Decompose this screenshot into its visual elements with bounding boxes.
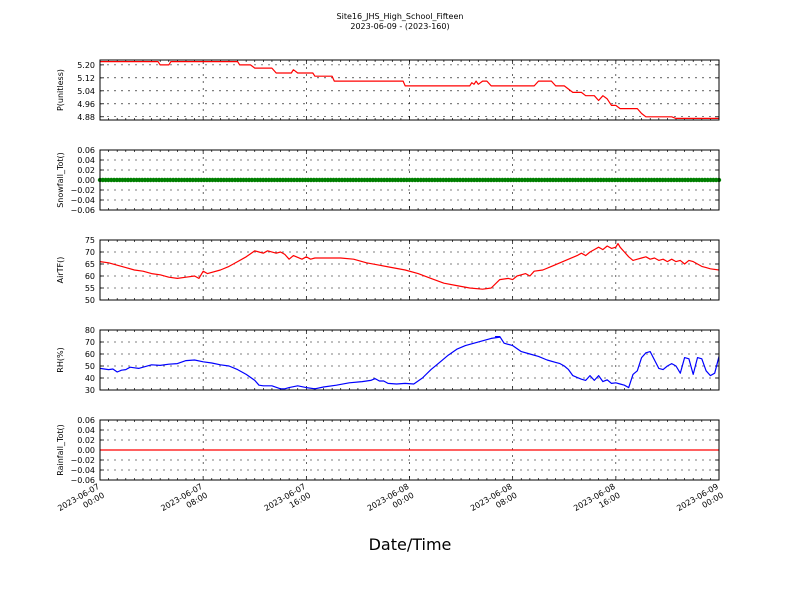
y-tick-label: 70 — [85, 248, 95, 257]
y-axis-label: AirTF() — [56, 257, 65, 284]
y-tick-label: −0.02 — [70, 186, 95, 195]
series-line-0-0 — [100, 60, 719, 120]
y-tick-label: 0.04 — [77, 156, 95, 165]
chart-panel-1: −0.06−0.04−0.020.000.020.040.06 Snowfall_… — [56, 146, 722, 215]
x-tick-label: 2023-06-0800:00 — [366, 482, 416, 522]
chart-panels: 4.884.965.045.125.20P(unitless)−0.06−0.0… — [56, 59, 722, 485]
y-tick-label: 75 — [85, 236, 95, 245]
y-tick-label: 0.06 — [77, 416, 95, 425]
y-tick-label: 0.02 — [77, 436, 95, 445]
figure-title-line2: 2023-06-09 - (2023-160) — [350, 22, 449, 31]
x-tick-label: 2023-06-0808:00 — [469, 482, 519, 522]
y-tick-label: −0.04 — [70, 196, 95, 205]
x-tick-label: 2023-06-0816:00 — [572, 482, 622, 522]
x-axis-label: Date/Time — [369, 535, 452, 554]
y-axis-label: P(unitless) — [56, 69, 65, 111]
chart-panel-4: −0.06−0.04−0.020.000.020.040.06 Rainfall_… — [56, 416, 720, 485]
y-tick-label: 65 — [85, 260, 95, 269]
y-tick-label: 4.88 — [77, 113, 95, 122]
y-tick-label: 0.06 — [77, 146, 95, 155]
y-axis-label: Rainfall_Tot() — [56, 424, 65, 476]
y-tick-label: 5.20 — [77, 61, 95, 70]
y-tick-label: −0.06 — [70, 476, 95, 485]
y-tick-label: 5.04 — [77, 87, 95, 96]
y-tick-label: −0.04 — [70, 466, 95, 475]
y-tick-label: 60 — [85, 272, 95, 281]
x-tick-label: 2023-06-0900:00 — [675, 482, 725, 522]
y-tick-label: 0.04 — [77, 426, 95, 435]
y-tick-label: 60 — [85, 350, 95, 359]
y-axis-label: Snowfall_Tot() — [56, 152, 65, 208]
plot-frame — [99, 59, 720, 121]
x-tick-labels: 2023-06-0700:00 2023-06-0708:00 2023-06-07… — [56, 482, 725, 522]
y-tick-label: 80 — [85, 326, 95, 335]
chart-panel-2: 50 55 60 65 70 75 AirTF() — [56, 236, 720, 305]
plot-frame — [99, 149, 720, 211]
plot-frame — [99, 239, 720, 301]
figure-title-line1: Site16_JHS_High_School_Fifteen — [337, 12, 464, 21]
x-tick-label: 2023-06-0700:00 — [56, 482, 106, 522]
y-tick-label: −0.02 — [70, 456, 95, 465]
chart-panel-3: 30 40 50 60 70 80 RH(%) — [56, 326, 720, 395]
y-tick-label: 0.00 — [77, 176, 95, 185]
plot-frame — [99, 329, 720, 391]
y-tick-label: 50 — [85, 296, 95, 305]
y-tick-label: 50 — [85, 362, 95, 371]
y-tick-label: −0.06 — [70, 206, 95, 215]
series-line-2-0 — [100, 243, 719, 290]
y-tick-label: 40 — [85, 374, 95, 383]
y-tick-label: 4.96 — [77, 100, 95, 109]
plot-frame — [99, 419, 720, 481]
y-tick-label: 55 — [85, 284, 95, 293]
chart-panel-0: 4.88 4.96 5.04 5.12 5.20 P(unitless) — [56, 59, 720, 122]
y-tick-label: 0.02 — [77, 166, 95, 175]
x-tick-label: 2023-06-0716:00 — [263, 482, 313, 522]
y-tick-label: 70 — [85, 338, 95, 347]
y-tick-label: 30 — [85, 386, 95, 395]
series-markers-1 — [97, 177, 722, 183]
x-tick-label: 2023-06-0708:00 — [159, 482, 209, 522]
y-tick-label: 5.12 — [77, 74, 95, 83]
y-axis-label: RH(%) — [56, 347, 65, 372]
series-line-3-0 — [100, 336, 719, 390]
y-tick-label: 0.00 — [77, 446, 95, 455]
